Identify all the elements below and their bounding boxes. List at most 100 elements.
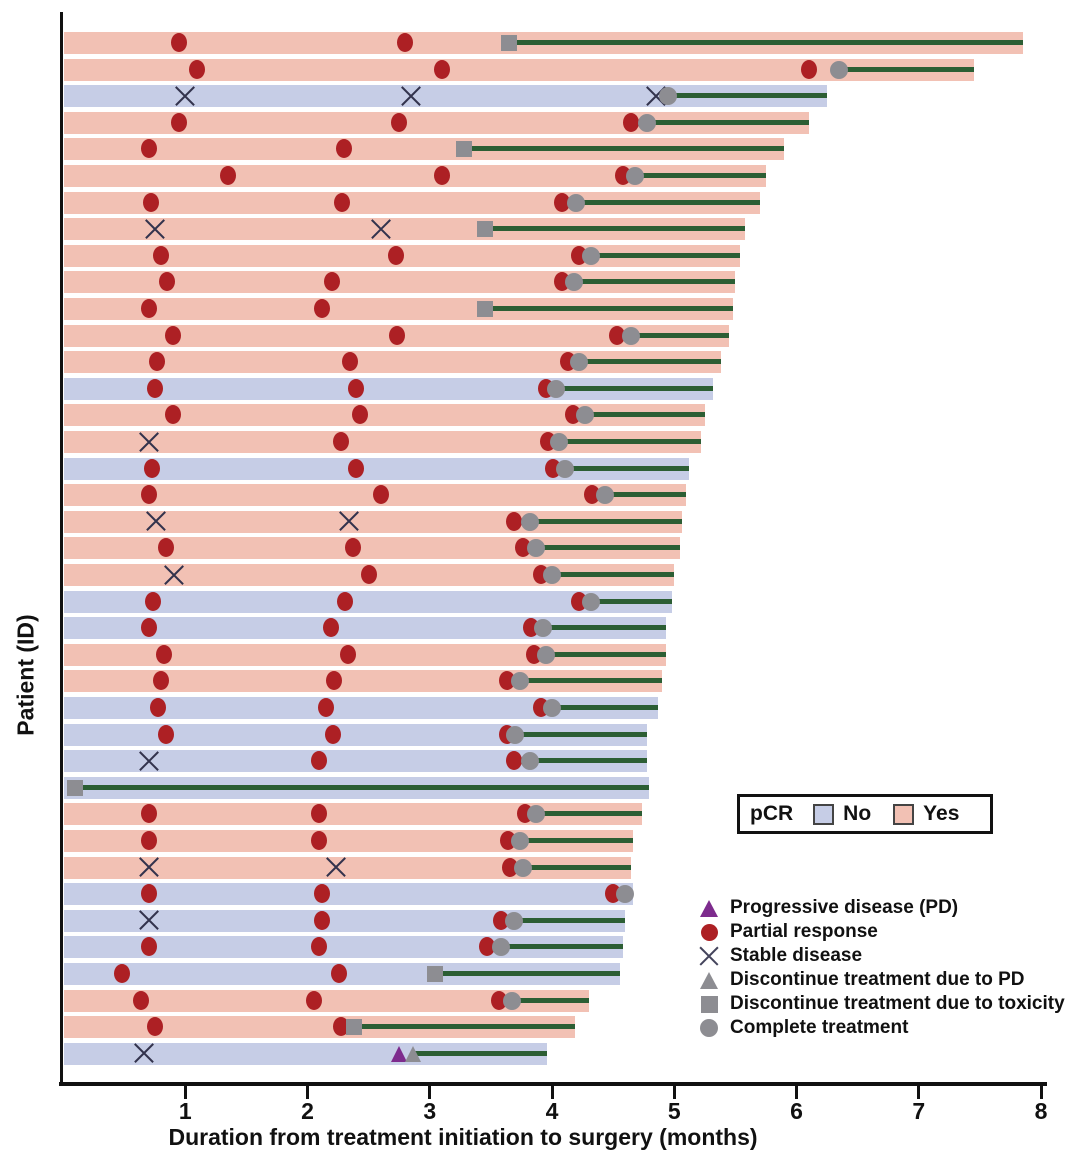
partial-response-marker <box>305 990 322 1010</box>
complete-treatment-marker <box>622 326 641 345</box>
complete-treatment-marker <box>582 592 601 611</box>
marker-legend: Progressive disease (PD) Partial respons… <box>694 896 1065 1040</box>
x-tick-label: 7 <box>912 1098 926 1124</box>
patient-row <box>64 564 675 586</box>
x-tick-label: 6 <box>790 1098 803 1124</box>
post-treatment-line <box>576 199 760 205</box>
post-treatment-line <box>585 412 705 418</box>
post-treatment-line <box>511 997 589 1003</box>
patient-row <box>64 324 730 347</box>
partial-response-marker <box>140 485 157 505</box>
partial-response-marker <box>140 884 157 904</box>
patient-row <box>64 1016 576 1039</box>
treatment-to-surgery-bar <box>64 803 643 826</box>
partial-response-marker <box>310 751 327 771</box>
patient-row <box>64 244 741 267</box>
partial-response-marker <box>323 272 340 292</box>
y-axis-line <box>60 12 63 1086</box>
post-treatment-line <box>515 731 648 737</box>
partial-response-marker <box>144 458 161 478</box>
partial-response-marker <box>165 405 182 425</box>
post-treatment-line <box>543 625 666 631</box>
post-treatment-line <box>536 811 643 817</box>
complete-treatment-marker <box>550 433 569 451</box>
discontinue-toxicity-marker <box>501 35 518 51</box>
stable-disease-marker <box>133 1043 154 1064</box>
treatment-to-surgery-bar <box>64 830 633 852</box>
partial-response-marker <box>314 910 331 930</box>
partial-response-marker <box>391 112 408 132</box>
legend-item-discontinue-toxicity: Discontinue treatment due to toxicity <box>694 992 1065 1016</box>
partial-response-marker <box>156 644 173 664</box>
partial-response-marker <box>152 671 169 691</box>
patient-row <box>64 883 635 906</box>
progressive-disease-marker <box>391 1045 408 1062</box>
partial-response-marker <box>623 112 640 132</box>
post-treatment-line <box>631 332 730 338</box>
stable-disease-marker <box>145 511 166 532</box>
patient-row <box>64 377 714 400</box>
patient-row <box>64 537 681 560</box>
post-treatment-line <box>434 971 621 976</box>
partial-response-marker <box>310 804 327 824</box>
partial-response-marker <box>157 538 174 558</box>
treatment-to-surgery-bar <box>64 457 689 480</box>
patient-row <box>64 830 633 852</box>
treatment-to-surgery-bar <box>64 58 974 81</box>
partial-response-marker <box>372 485 389 505</box>
discontinue-pd-triangle-icon <box>694 971 724 989</box>
partial-response-marker <box>171 112 188 132</box>
discontinue-toxicity-marker <box>345 1019 362 1036</box>
complete-treatment-marker <box>505 911 524 930</box>
complete-treatment-marker <box>534 619 553 638</box>
partial-response-marker <box>140 139 157 159</box>
post-treatment-line <box>555 385 714 391</box>
discontinue-toxicity-marker <box>476 221 493 238</box>
complete-treatment-marker <box>659 87 678 106</box>
partial-response-marker <box>325 724 342 744</box>
patient-row <box>64 803 643 826</box>
partial-response-marker <box>339 644 356 664</box>
legend-item-partial-response: Partial response <box>694 920 1065 944</box>
pcr-no-swatch <box>813 803 835 825</box>
post-treatment-line <box>484 226 746 232</box>
post-treatment-line <box>591 252 741 258</box>
patient-row <box>64 165 766 187</box>
complete-treatment-marker <box>567 193 586 212</box>
patient-row <box>64 58 974 81</box>
partial-response-marker <box>140 831 157 850</box>
partial-response-marker <box>800 59 817 79</box>
treatment-to-surgery-bar <box>64 191 760 214</box>
complete-treatment-circle-icon <box>694 1019 724 1037</box>
partial-response-marker <box>152 245 169 265</box>
patient-row <box>64 510 682 533</box>
patient-row <box>64 936 623 959</box>
complete-treatment-marker <box>582 246 601 265</box>
legend-label: Complete treatment <box>730 1017 909 1038</box>
patient-row <box>64 856 632 879</box>
complete-treatment-marker <box>830 60 849 79</box>
post-treatment-line <box>500 944 623 950</box>
partial-response-marker <box>165 325 182 345</box>
complete-treatment-marker <box>502 991 521 1010</box>
partial-response-marker <box>140 937 157 957</box>
treatment-to-surgery-bar <box>64 856 632 879</box>
discontinue-toxicity-marker <box>67 779 84 796</box>
x-tick-label: 1 <box>178 1098 192 1124</box>
partial-response-marker <box>133 990 150 1010</box>
legend-label: Discontinue treatment due to PD <box>730 969 1025 990</box>
partial-response-marker <box>352 405 369 425</box>
partial-response-marker <box>143 192 160 212</box>
partial-response-marker <box>553 192 570 212</box>
post-treatment-line <box>604 492 687 498</box>
treatment-to-surgery-bar <box>64 404 705 427</box>
patient-row <box>64 1042 548 1065</box>
partial-response-marker <box>498 671 515 691</box>
partial-response-marker <box>146 1017 163 1037</box>
x-tick-label: 3 <box>423 1098 437 1124</box>
complete-treatment-marker <box>513 858 532 877</box>
complete-treatment-marker <box>511 672 530 691</box>
post-treatment-line <box>559 439 702 444</box>
partial-response-marker <box>348 458 365 478</box>
